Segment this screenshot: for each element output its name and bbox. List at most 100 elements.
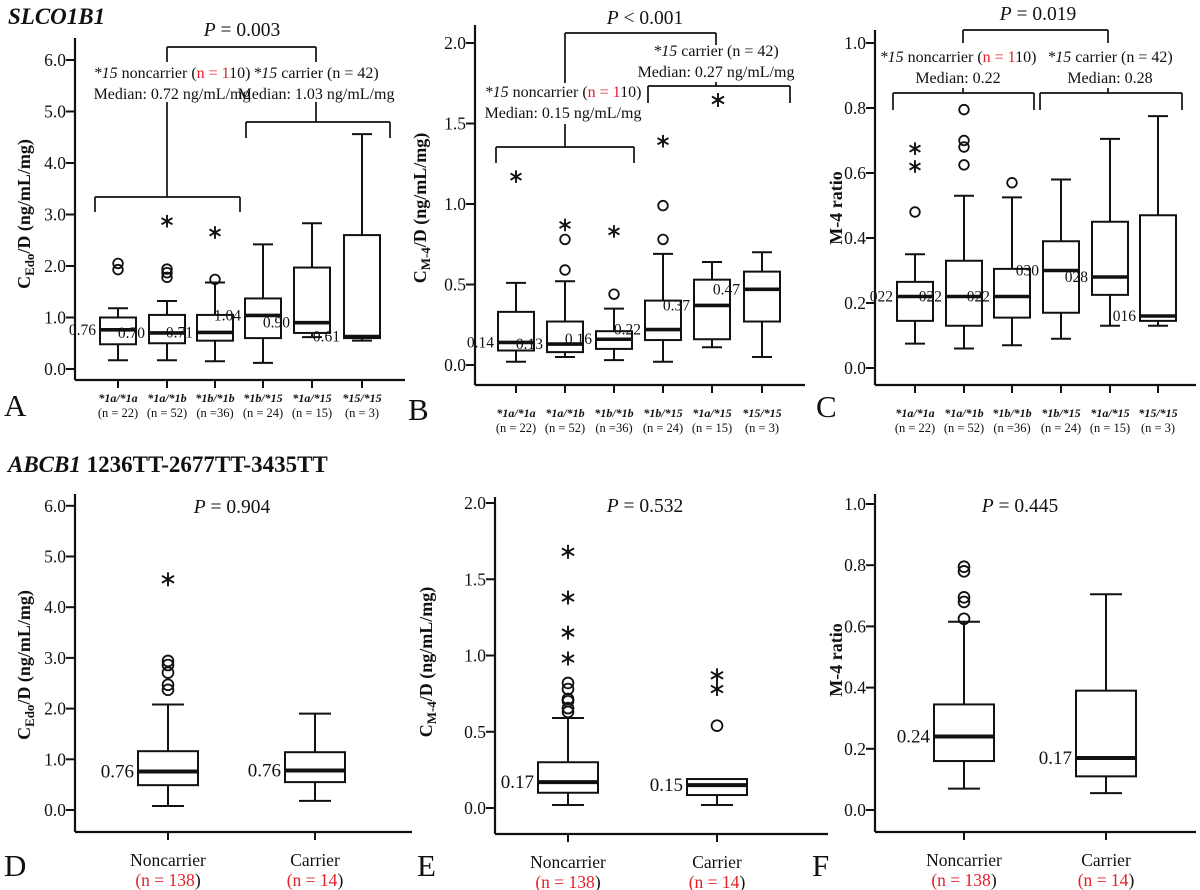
group-bracket [892, 92, 1035, 110]
iqr-box [244, 297, 282, 340]
y-tick-label: 5.0 [44, 547, 66, 567]
group-annotation-line: *15 carrier (n = 42) [1047, 49, 1172, 66]
category-count-label: (n = 138) [535, 872, 600, 890]
group-annotation: *15 noncarrier (n = 110) Median: 0.22 [880, 49, 1036, 110]
box-plot: 0.17 [1039, 593, 1137, 795]
y-tick-label: 0.8 [844, 98, 866, 118]
category-label: *1a/*1a [98, 391, 137, 405]
panel-A: 0.0 1.0 2.0 3.0 4.0 5.0 6.0 *1a/*1a(n = 22) *1a/… [4, 20, 405, 423]
outlier-circle-icon [112, 257, 124, 270]
outlier-star-icon [561, 544, 575, 559]
y-tick-label: 0.0 [844, 358, 866, 378]
median-value-label: 0.71 [166, 324, 193, 341]
row-title: SLCO1B1 [8, 4, 105, 29]
y-tick-label: 0.4 [844, 678, 866, 698]
group-annotation-line: *15 carrier (n = 42) [253, 65, 378, 82]
median-value-label: 0.15 [650, 775, 683, 796]
box-plot: 016 [1113, 115, 1177, 327]
y-tick-label: 0.4 [844, 228, 866, 248]
y-tick-label: 2.0 [444, 33, 466, 53]
outlier-circle-icon [958, 141, 970, 153]
outlier-circle-icon [559, 233, 571, 246]
box-plot: 0.22 [614, 134, 682, 363]
y-tick-label: 2.0 [44, 256, 66, 276]
y-tick-label: 1.0 [44, 308, 66, 328]
iqr-box [993, 267, 1031, 319]
group-annotation-line: *15 noncarrier (n = 110) [94, 65, 251, 82]
category-label: *15/*15 [1138, 406, 1177, 420]
line [161, 574, 175, 584]
iqr-box [343, 234, 381, 340]
median-value-label: 1.04 [214, 307, 241, 324]
outlier-star-icon [161, 214, 173, 228]
outlier-circle-icon [112, 263, 124, 276]
outlier-star-icon [510, 170, 522, 183]
group-annotation-line: *15 noncarrier (n = 110) [485, 84, 642, 101]
category-label: *1a/*1b [944, 406, 983, 420]
outlier-circle-icon [608, 288, 620, 300]
outlier-star-icon [209, 226, 221, 239]
y-tick-label: 0.8 [844, 555, 866, 575]
y-tick-label: 0.0 [444, 355, 466, 375]
category-label: *1b/*15 [243, 391, 282, 405]
category-count-label: (n = 15) [1090, 421, 1130, 435]
category-label: *15/*15 [742, 406, 781, 420]
category-label: *1a/*15 [692, 406, 731, 420]
group-bracket [94, 196, 241, 212]
y-tick-label: 5.0 [44, 102, 66, 122]
line [559, 220, 571, 229]
category-label: Noncarrier [530, 852, 606, 872]
category-label: *1b/*15 [643, 406, 682, 420]
median-value-label: 016 [1113, 308, 1137, 325]
category-count-label: (n = 14) [1078, 870, 1135, 890]
p-value-bracket [166, 46, 317, 62]
line [909, 144, 921, 153]
line [710, 671, 724, 680]
p-value-label: P = 0.904 [193, 497, 271, 518]
outlier-circle-icon [957, 591, 971, 604]
outlier-star-icon [909, 160, 921, 173]
category-label: *15/*15 [342, 391, 381, 405]
outlier-star-icon [561, 625, 575, 640]
group-annotation: *15 carrier (n = 42) Median: 0.28 [1039, 49, 1183, 110]
iqr-box [644, 299, 682, 342]
y-axis-label: M-4 ratio [826, 623, 846, 696]
group-bracket [245, 121, 391, 138]
y-tick-label: 0.5 [444, 275, 466, 295]
median-value-label: 0.17 [501, 772, 534, 793]
outlier-circle-icon [957, 595, 971, 609]
outlier-star-icon [710, 682, 724, 697]
iqr-box [933, 703, 995, 763]
group-annotation-line: Median: 0.27 ng/mL/mg [638, 64, 795, 81]
line [561, 628, 575, 637]
box-plot: 0.17 [501, 544, 599, 806]
iqr-box [284, 751, 346, 784]
category-count-label: (n = 22) [496, 421, 536, 435]
y-axis-label: CM-4/D (ng/mL/mg) [410, 133, 433, 284]
box-plot: 022 [870, 142, 934, 345]
panel-E: 0.0 0.5 1.0 1.5 2.0 Noncarrier(n = 138) Carrie… [416, 493, 828, 890]
category-label: *1b/*1b [195, 391, 234, 405]
y-tick-label: 6.0 [44, 496, 66, 516]
category-label: *1b/*15 [1041, 406, 1080, 420]
p-value-bracket [962, 29, 1109, 43]
y-tick-label: 0.0 [44, 359, 66, 379]
y-tick-label: 3.0 [44, 648, 66, 668]
box-plot: 0.47 [713, 251, 781, 358]
outlier-circle-icon [909, 206, 921, 218]
category-label: Carrier [290, 850, 340, 870]
outlier-circle-icon [957, 612, 971, 626]
y-tick-label: 1.5 [464, 569, 486, 589]
median-value-label: 0.47 [713, 281, 740, 298]
outlier-circle-icon [161, 683, 175, 697]
category-label: *1a/*15 [1090, 406, 1129, 420]
outlier-star-icon [608, 225, 620, 238]
y-axis-label: CM-4/D (ng/mL/mg) [416, 587, 439, 738]
box-plot: 0.61 [313, 133, 381, 346]
outlier-star-icon [559, 218, 571, 232]
group-annotation-line: *15 carrier (n = 42) [653, 43, 778, 60]
median-value-label: 0.76 [69, 322, 96, 339]
category-count-label: (n = 14) [287, 870, 344, 890]
outlier-star-icon [657, 134, 669, 148]
